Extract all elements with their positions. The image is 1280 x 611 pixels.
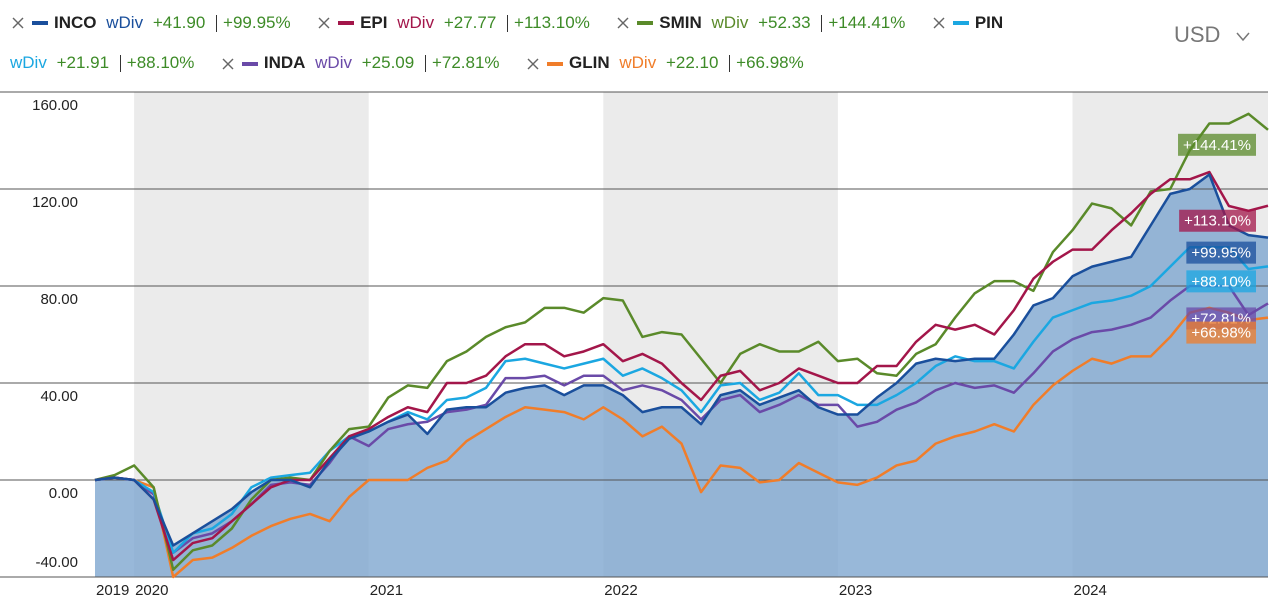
legend-swatch [241, 61, 258, 66]
remove-icon[interactable] [527, 58, 539, 70]
x-tick-label: 2021 [370, 582, 403, 599]
legend-return-value: +144.41% [828, 12, 906, 32]
legend-suffix: wDiv [106, 12, 144, 32]
y-tick-label: 160.00 [32, 97, 78, 114]
end-label-text: +88.10% [1191, 273, 1251, 290]
legend-name: EPI [316, 3, 388, 43]
legend-name: INDA [220, 43, 306, 83]
end-label-text: +66.98% [1191, 325, 1251, 342]
end-label: +66.98% [1186, 321, 1256, 344]
end-label-text: +113.10% [1184, 213, 1251, 230]
x-tick-label: 2022 [604, 582, 637, 599]
legend-label: GLIN [569, 53, 610, 73]
end-label-box [1178, 133, 1256, 156]
end-label: +88.10% [1186, 270, 1256, 293]
legend-change: +22.10 [665, 53, 719, 73]
legend-suffix: wDiv [619, 53, 657, 73]
separator [729, 55, 731, 73]
legend-return-value: +99.95% [223, 12, 291, 32]
legend-return: +66.98% [728, 43, 804, 83]
separator [424, 55, 426, 73]
legend-label: PIN [974, 12, 1004, 32]
remove-icon[interactable] [933, 17, 945, 29]
x-tick-label: 2020 [135, 582, 168, 599]
legend-change: +25.09 [361, 53, 415, 73]
legend-name: INCO [10, 3, 97, 43]
end-label: +144.41% [1178, 133, 1256, 156]
legend-swatch [952, 21, 969, 26]
legend-swatch [32, 21, 48, 26]
separator [507, 14, 509, 32]
legend-return: +88.10% [119, 43, 195, 83]
legend-label: INCO [54, 12, 97, 32]
line [94, 306, 1269, 579]
separator [821, 14, 823, 32]
legend-suffix: wDiv [397, 12, 435, 32]
remove-icon[interactable] [12, 17, 24, 29]
legend-return: +144.41% [820, 3, 905, 43]
legend-change: +52.33 [758, 12, 811, 32]
remove-icon[interactable] [222, 58, 234, 70]
line [94, 173, 1269, 547]
y-tick-label: 80.00 [40, 291, 78, 308]
currency-label[interactable]: USD [1174, 22, 1221, 47]
legend-label: INDA [263, 53, 306, 73]
y-tick-label: 120.00 [32, 194, 78, 211]
end-label: +113.10% [1179, 209, 1256, 232]
legend-swatch [637, 21, 654, 26]
legend-change: +21.91 [56, 53, 110, 73]
separator [119, 55, 121, 73]
end-label-box [1186, 241, 1256, 264]
end-label-box [1186, 270, 1256, 293]
legend-suffix: wDiv [711, 12, 749, 32]
legend-suffix: wDiv [315, 53, 352, 73]
legend-change: +41.90 [152, 12, 206, 32]
x-tick-label: 2023 [839, 582, 872, 599]
legend-name: GLIN [525, 43, 610, 83]
legend-suffix: wDiv [10, 53, 47, 73]
y-tick-label: -40.00 [35, 554, 78, 571]
line [94, 245, 1269, 554]
legend-return: +99.95% [215, 3, 291, 43]
separator [216, 14, 218, 32]
end-label-text: +144.41% [1183, 137, 1251, 154]
legend-change: +27.77 [443, 12, 497, 32]
line [94, 112, 1269, 571]
end-label: +99.95% [1186, 241, 1256, 264]
chevron[interactable] [1235, 30, 1251, 42]
legend-swatch [547, 61, 564, 66]
legend-name: PIN [931, 3, 1003, 43]
legend-label: EPI [360, 12, 388, 32]
end-label-box [1179, 209, 1256, 232]
legend-return: +72.81% [424, 43, 500, 83]
legend-name: SMIN [615, 3, 702, 43]
line [94, 284, 1269, 554]
legend-return: +113.10% [506, 3, 590, 43]
x-tick-label: 2019 [96, 582, 129, 599]
area [95, 174, 1268, 577]
legend: INCO wDiv +41.90 +99.95% EPI wDiv +27.77… [10, 2, 1040, 83]
legend-return-value: +66.98% [736, 53, 804, 73]
currency-selector[interactable]: USD [1174, 22, 1251, 48]
y-tick-label: 40.00 [40, 388, 78, 405]
legend-return-value: +72.81% [431, 53, 500, 73]
legend-return-value: +113.10% [514, 12, 590, 32]
legend-label: SMIN [659, 12, 702, 32]
legend-return-value: +88.10% [126, 53, 195, 73]
x-tick-label: 2024 [1074, 582, 1107, 599]
remove-icon[interactable] [318, 17, 330, 29]
end-label-box [1186, 321, 1256, 344]
end-label-text: +99.95% [1191, 245, 1251, 262]
remove-icon[interactable] [617, 17, 629, 29]
legend-swatch [338, 21, 355, 26]
y-tick-label: 0.00 [49, 485, 78, 502]
